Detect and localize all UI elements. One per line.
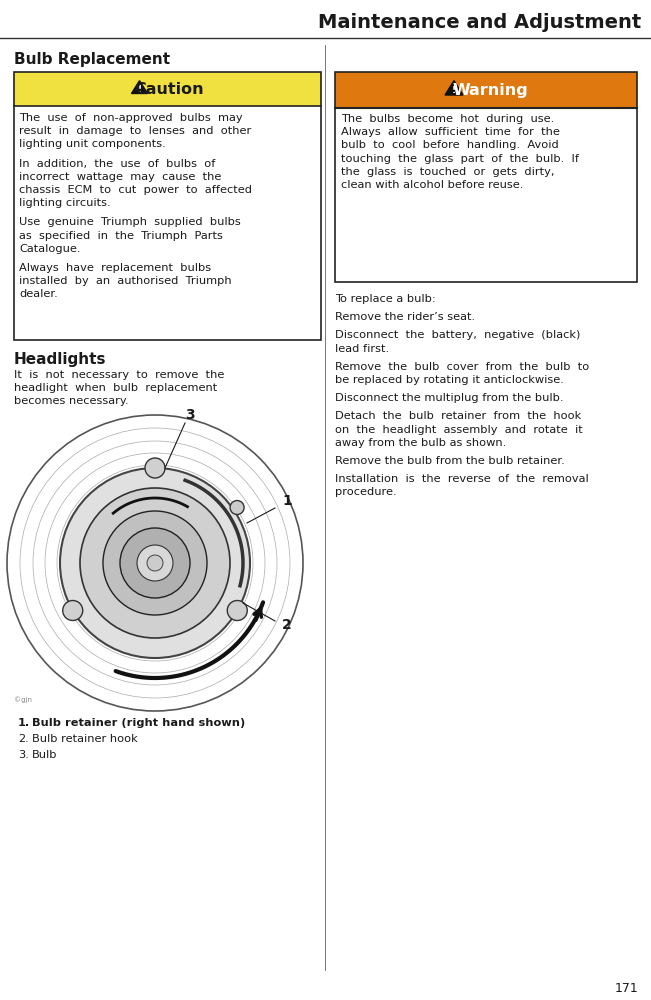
Text: 2.: 2.	[18, 734, 29, 744]
Circle shape	[120, 528, 190, 598]
Bar	[14, 72, 321, 106]
Circle shape	[137, 545, 173, 581]
Text: 1: 1	[282, 494, 292, 508]
Text: Remove  the  bulb  cover  from  the  bulb  to
be replaced by rotating it anticlo: Remove the bulb cover from the bulb to b…	[335, 362, 589, 385]
Circle shape	[60, 468, 250, 658]
Text: Remove the bulb from the bulb retainer.: Remove the bulb from the bulb retainer.	[335, 456, 565, 466]
Text: Caution: Caution	[135, 82, 204, 97]
Bar	[335, 108, 637, 282]
Text: 171: 171	[615, 982, 638, 994]
Circle shape	[103, 511, 207, 615]
Text: !: !	[452, 86, 456, 95]
Text: ©gjn: ©gjn	[14, 697, 32, 703]
Text: 3: 3	[185, 408, 195, 422]
Text: 1.: 1.	[18, 718, 30, 728]
Text: To replace a bulb:: To replace a bulb:	[335, 294, 436, 304]
Text: Always  have  replacement  bulbs
installed  by  an  authorised  Triumph
dealer.: Always have replacement bulbs installed …	[19, 263, 232, 299]
Circle shape	[62, 600, 83, 620]
Bar	[14, 106, 321, 340]
Circle shape	[230, 501, 244, 515]
Text: Bulb retainer (right hand shown): Bulb retainer (right hand shown)	[32, 718, 245, 728]
Circle shape	[145, 458, 165, 478]
Text: 2: 2	[282, 618, 292, 632]
Text: !: !	[137, 85, 141, 94]
Bar	[14, 72, 321, 340]
Text: Detach  the  bulb  retainer  from  the  hook
on  the  headlight  assembly  and  : Detach the bulb retainer from the hook o…	[335, 411, 583, 448]
Text: 3.: 3.	[18, 750, 29, 760]
Text: It  is  not  necessary  to  remove  the
headlight  when  bulb  replacement
becom: It is not necessary to remove the headli…	[14, 370, 225, 406]
Text: Use  genuine  Triumph  supplied  bulbs
as  specified  in  the  Triumph  Parts
Ca: Use genuine Triumph supplied bulbs as sp…	[19, 217, 241, 254]
Text: In  addition,  the  use  of  bulbs  of
incorrect  wattage  may  cause  the
chass: In addition, the use of bulbs of incorre…	[19, 159, 252, 208]
Text: Bulb: Bulb	[32, 750, 57, 760]
Text: Installation  is  the  reverse  of  the  removal
procedure.: Installation is the reverse of the remov…	[335, 474, 589, 497]
Polygon shape	[132, 81, 148, 93]
Circle shape	[7, 415, 303, 711]
Polygon shape	[445, 81, 463, 95]
Circle shape	[80, 488, 230, 638]
Text: The  bulbs  become  hot  during  use.
Always  allow  sufficient  time  for  the
: The bulbs become hot during use. Always …	[341, 114, 579, 190]
Bar	[335, 72, 637, 282]
Text: Disconnect the multiplug from the bulb.: Disconnect the multiplug from the bulb.	[335, 393, 564, 403]
Circle shape	[227, 600, 247, 620]
Text: Bulb Replacement: Bulb Replacement	[14, 52, 170, 67]
Circle shape	[147, 555, 163, 571]
Bar	[335, 72, 637, 108]
Text: Warning: Warning	[452, 83, 528, 98]
Text: Remove the rider’s seat.: Remove the rider’s seat.	[335, 312, 475, 322]
Text: Headlights: Headlights	[14, 352, 107, 367]
Text: Bulb retainer hook: Bulb retainer hook	[32, 734, 138, 744]
Text: Maintenance and Adjustment: Maintenance and Adjustment	[318, 12, 641, 31]
Text: The  use  of  non-approved  bulbs  may
result  in  damage  to  lenses  and  othe: The use of non-approved bulbs may result…	[19, 113, 251, 149]
Text: Disconnect  the  battery,  negative  (black)
lead first.: Disconnect the battery, negative (black)…	[335, 330, 581, 354]
